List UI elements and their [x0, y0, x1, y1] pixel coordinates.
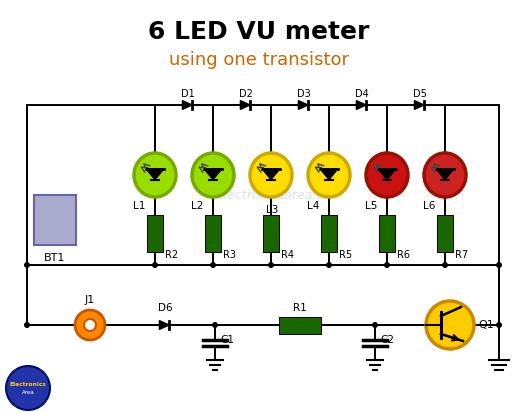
- Circle shape: [75, 310, 105, 340]
- Text: L4: L4: [307, 201, 319, 211]
- Bar: [263, 215, 279, 252]
- Bar: [437, 215, 453, 252]
- Text: Area: Area: [22, 391, 34, 396]
- Text: Q1: Q1: [478, 320, 494, 330]
- Bar: [321, 215, 337, 252]
- Circle shape: [212, 322, 218, 328]
- Text: +: +: [33, 205, 45, 219]
- Polygon shape: [159, 321, 169, 330]
- Text: D1: D1: [181, 89, 195, 99]
- Text: C2: C2: [380, 335, 394, 345]
- Text: R2: R2: [165, 250, 178, 260]
- Text: L1: L1: [133, 201, 145, 211]
- Text: L6: L6: [423, 201, 435, 211]
- Polygon shape: [298, 101, 308, 110]
- Text: D3: D3: [297, 89, 311, 99]
- Text: L5: L5: [365, 201, 377, 211]
- Circle shape: [496, 322, 502, 328]
- Circle shape: [384, 262, 390, 268]
- Circle shape: [152, 262, 158, 268]
- Text: 6 LED VU meter: 6 LED VU meter: [148, 20, 370, 44]
- Text: using one transistor: using one transistor: [169, 51, 349, 69]
- Circle shape: [268, 262, 274, 268]
- Text: R5: R5: [339, 250, 352, 260]
- Text: C1: C1: [220, 335, 234, 345]
- Text: L2: L2: [191, 201, 203, 211]
- Text: D4: D4: [355, 89, 369, 99]
- Circle shape: [326, 262, 332, 268]
- Bar: [34, 195, 76, 245]
- Text: R6: R6: [397, 250, 410, 260]
- Ellipse shape: [134, 153, 176, 197]
- Text: Electronics: Electronics: [9, 382, 46, 386]
- Text: R1: R1: [293, 303, 307, 313]
- Ellipse shape: [366, 153, 408, 197]
- Ellipse shape: [192, 153, 234, 197]
- Text: electronicsarea.com: electronicsarea.com: [216, 189, 344, 201]
- Ellipse shape: [308, 153, 350, 197]
- Circle shape: [84, 319, 96, 331]
- Ellipse shape: [250, 153, 292, 197]
- Text: D5: D5: [413, 89, 427, 99]
- Text: D2: D2: [239, 89, 253, 99]
- Text: R4: R4: [281, 250, 294, 260]
- Bar: [379, 215, 395, 252]
- Bar: [147, 215, 163, 252]
- Polygon shape: [204, 169, 222, 180]
- Polygon shape: [240, 101, 250, 110]
- Text: BT1: BT1: [44, 253, 66, 263]
- Circle shape: [442, 262, 448, 268]
- Polygon shape: [146, 169, 164, 180]
- Text: R7: R7: [455, 250, 468, 260]
- Polygon shape: [262, 169, 280, 180]
- Circle shape: [24, 322, 30, 328]
- Bar: [205, 215, 221, 252]
- Circle shape: [496, 262, 502, 268]
- Polygon shape: [182, 101, 192, 110]
- Text: L3: L3: [266, 205, 278, 215]
- Polygon shape: [414, 101, 424, 110]
- Text: D6: D6: [158, 303, 172, 313]
- Circle shape: [372, 322, 378, 328]
- Circle shape: [6, 366, 50, 410]
- Polygon shape: [378, 169, 396, 180]
- Text: R3: R3: [223, 250, 236, 260]
- Circle shape: [24, 262, 30, 268]
- Polygon shape: [436, 169, 454, 180]
- Polygon shape: [357, 101, 366, 110]
- Text: J1: J1: [85, 295, 95, 305]
- Polygon shape: [320, 169, 338, 180]
- Circle shape: [426, 301, 474, 349]
- Circle shape: [210, 262, 216, 268]
- Bar: [279, 317, 321, 334]
- Ellipse shape: [424, 153, 466, 197]
